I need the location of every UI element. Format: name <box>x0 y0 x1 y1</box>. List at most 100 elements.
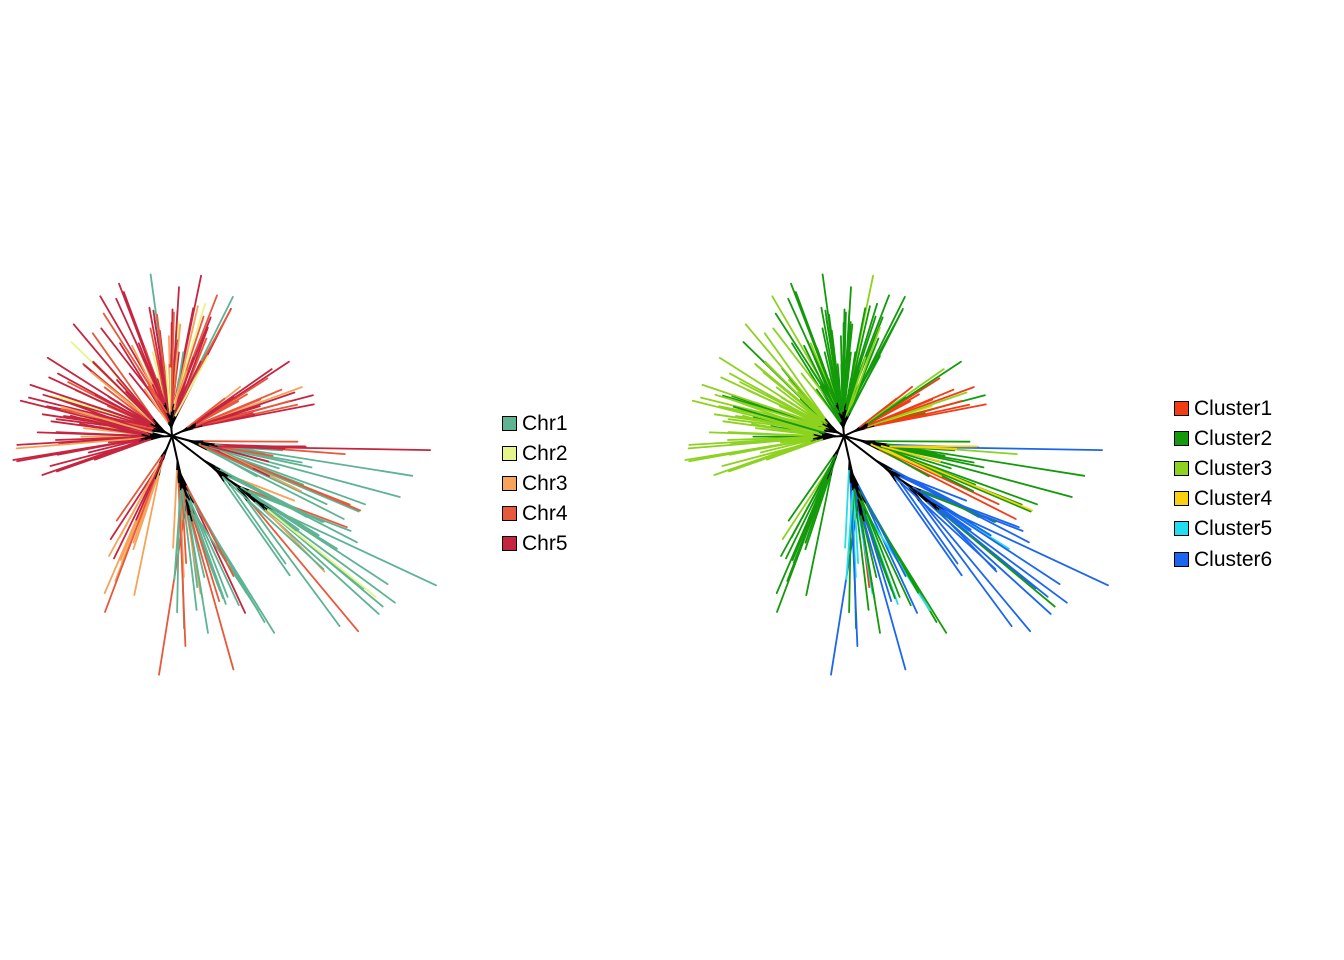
leaf-branch <box>91 332 154 419</box>
leaf-branch <box>863 521 907 671</box>
leaf-branch <box>787 456 834 522</box>
leaf-branch <box>208 445 270 463</box>
internal-branch <box>880 463 896 478</box>
leaf-branch <box>200 386 303 425</box>
legend-item-cluster2: Cluster2 <box>1174 423 1272 453</box>
leaf-branch <box>198 443 254 469</box>
leaf-branch <box>143 388 169 424</box>
legend-swatch <box>1174 400 1189 416</box>
leaf-branch <box>720 376 823 426</box>
leaf-branch <box>191 521 235 671</box>
leaf-branch <box>185 485 235 577</box>
leaf-branch <box>907 445 1104 452</box>
leaf-branch <box>92 361 157 424</box>
leaf-branch <box>132 459 164 551</box>
legend-label: Cluster4 <box>1194 487 1273 511</box>
leaf-branch <box>922 494 1061 585</box>
leaf-branch <box>180 486 188 564</box>
internal-branch <box>187 424 198 430</box>
leaf-branch <box>211 447 366 506</box>
leaf-branch <box>861 500 912 607</box>
leaf-branch <box>198 442 280 470</box>
leaf-branch <box>250 494 389 585</box>
legend-item-chr3: Chr3 <box>502 468 568 498</box>
leaf-branch <box>865 368 945 424</box>
leaf-branch <box>174 316 212 408</box>
leaf-branch <box>809 367 840 414</box>
leaf-branch <box>147 385 170 423</box>
leaf-branch <box>776 478 828 613</box>
legend-label: Cluster2 <box>1194 426 1273 450</box>
legend-label: Cluster5 <box>1194 517 1273 541</box>
leaf-branch <box>194 391 296 428</box>
internal-branch <box>878 461 894 471</box>
internal-branch <box>149 422 159 429</box>
leaf-branch <box>858 397 898 429</box>
leaf-branch <box>195 396 235 425</box>
leaf-branch <box>203 440 299 443</box>
legend-swatch <box>1174 460 1189 476</box>
leaf-branch <box>164 363 172 416</box>
tree-panel-chromosome: Chr1 Chr2 Chr3 Chr4 Chr5 <box>12 273 568 676</box>
leaf-branch <box>775 386 824 424</box>
leaf-branch <box>846 326 881 417</box>
internal-branch <box>822 429 839 434</box>
legend-label: Cluster1 <box>1194 396 1273 420</box>
legend-label: Cluster3 <box>1194 456 1273 480</box>
internal-branch <box>180 476 188 493</box>
leaf-branch <box>56 438 142 456</box>
leaf-branch <box>744 323 826 420</box>
leaf-branch <box>867 398 934 427</box>
legend-item-cluster1: Cluster1 <box>1174 393 1272 423</box>
leaf-branch <box>186 397 226 429</box>
internal-branch <box>852 476 860 493</box>
leaf-branch <box>48 376 151 426</box>
leaf-branch <box>778 409 830 430</box>
leaf-branch <box>214 443 414 477</box>
leaf-branch <box>875 440 971 443</box>
internal-branch <box>872 443 883 447</box>
leaf-branch <box>846 316 884 408</box>
leaf-branch <box>893 475 997 570</box>
leaf-branch <box>781 469 829 540</box>
legend-item-chr1: Chr1 <box>502 408 568 438</box>
leaf-branch <box>94 394 151 425</box>
leaf-branch <box>189 500 240 607</box>
leaf-branch <box>691 399 820 434</box>
leaf-branch <box>896 452 1034 512</box>
leaf-branch <box>790 462 833 539</box>
internal-branch <box>185 499 190 517</box>
leaf-branch <box>727 431 820 438</box>
leaf-branch <box>764 361 829 424</box>
legend-swatch <box>502 475 517 491</box>
leaf-branch <box>56 397 151 433</box>
leaf-branch <box>880 445 942 463</box>
leaf-branch <box>240 486 320 537</box>
leaf-branch <box>201 403 315 427</box>
internal-branch <box>824 427 836 432</box>
leaf-branch <box>173 305 199 411</box>
leaf-branch <box>94 438 152 461</box>
internal-branch <box>863 440 873 446</box>
leaf-branch <box>845 315 877 407</box>
leaf-branch <box>229 485 287 565</box>
leaf-branch <box>830 521 857 676</box>
leaf-branch <box>174 326 209 417</box>
legend-item-cluster6: Cluster6 <box>1174 544 1272 574</box>
internal-branch <box>854 486 863 502</box>
leaf-branch <box>135 454 165 521</box>
unrooted-tree-cluster <box>684 273 1109 676</box>
leaf-branch <box>49 439 150 467</box>
internal-branch <box>909 486 929 504</box>
leaf-branch <box>858 498 896 600</box>
legend-item-cluster4: Cluster4 <box>1174 484 1272 514</box>
leaf-branch <box>912 486 992 537</box>
leaf-branch <box>103 386 152 424</box>
leaf-branch <box>55 431 148 438</box>
leaf-branch <box>845 490 854 581</box>
leaf-branch <box>109 469 157 540</box>
leaf-branch <box>842 311 847 412</box>
leaf-branch <box>853 488 870 611</box>
internal-branch <box>218 471 230 478</box>
leaf-branch <box>844 469 850 549</box>
